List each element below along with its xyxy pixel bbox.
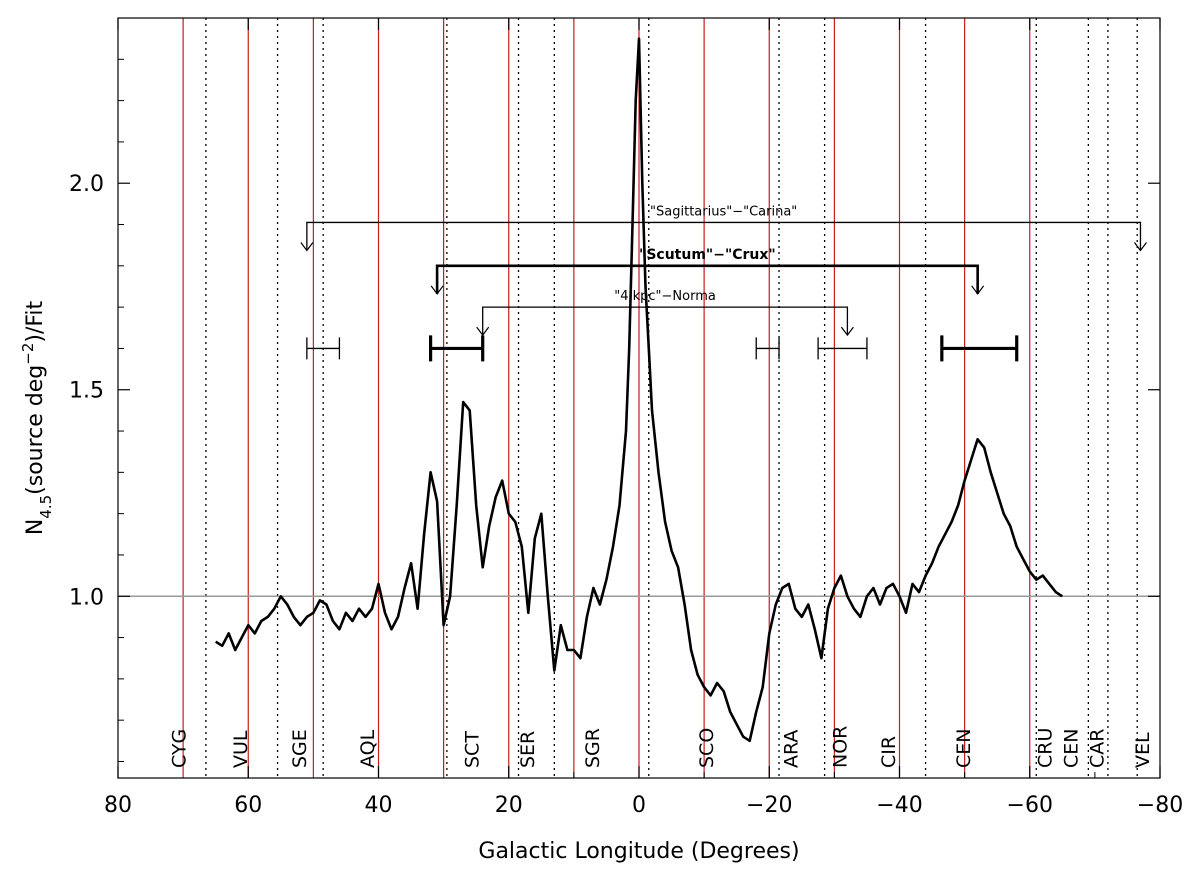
constellation-label: CEN <box>953 729 975 768</box>
x-tick-label: 0 <box>632 793 646 818</box>
x-tick-label: −20 <box>746 793 792 818</box>
axes: 80 60 40 20 0 −20 −40 −60 −80 1.0 1.5 2.0 <box>69 18 1183 818</box>
constellation-label: SCO <box>696 728 718 768</box>
arm-tangent-annotations: "Sagittarius"−"Carina" "Scutum"−"Crux" "4 … <box>300 204 1147 337</box>
constellation-label: NOR <box>829 726 851 768</box>
arm-tangent-label: "Scutum"−"Crux" <box>639 247 776 263</box>
constellation-label: CIR <box>878 736 900 768</box>
constellation-label: SGR <box>582 728 604 768</box>
x-axis-title: Galactic Longitude (Degrees) <box>478 839 799 864</box>
y-axis-title: N4.5(source deg−2)/Fit <box>19 300 55 535</box>
tangent-error-bars <box>306 335 1019 362</box>
x-tick-label: 40 <box>365 793 393 818</box>
x-tick-label: −40 <box>876 793 922 818</box>
arm-tangent-arrow <box>430 285 444 295</box>
constellation-label: SGE <box>289 729 311 768</box>
error-bar <box>755 337 780 360</box>
x-tick-label: 20 <box>495 793 523 818</box>
constellation-label: SCT <box>461 731 483 768</box>
y-tick-label: 1.5 <box>69 379 104 404</box>
constellation-label: AQL <box>357 729 379 768</box>
error-bar <box>429 335 485 362</box>
data-series-line <box>215 37 1064 743</box>
error-bar <box>940 335 1019 362</box>
constellation-label: SER <box>517 731 539 768</box>
arm-tangent-label: "Sagittarius"−"Carina" <box>650 204 797 219</box>
constellation-label: CAR <box>1087 729 1109 768</box>
error-bar <box>306 337 341 360</box>
constellation-labels: CYG VUL SGE AQL SCT SER SGR SCO ARA NOR CIR CEN CRU C… <box>168 726 1154 768</box>
x-tick-label: 80 <box>104 793 132 818</box>
vertical-guide-lines <box>182 18 1138 778</box>
arm-tangent-arrow <box>476 326 490 337</box>
y-axis-title-sup: −2 <box>19 343 37 365</box>
arm-tangent-label: "4 kpc"−Norma <box>614 289 716 304</box>
constellation-label: CRU <box>1035 728 1057 768</box>
arm-tangent-arrow <box>840 326 854 337</box>
y-axis-title-open: (source deg <box>23 365 48 495</box>
constellation-label: CEN <box>1061 729 1083 768</box>
x-tick-label: −60 <box>1007 793 1053 818</box>
constellation-label: VEL <box>1132 732 1154 768</box>
arm-tangent-arrow <box>971 285 985 295</box>
error-bar <box>817 337 868 360</box>
arm-tangent-bracket <box>306 221 1142 251</box>
arm-tangent-bracket <box>482 306 849 336</box>
y-axis-title-sub: 4.5 <box>37 495 55 519</box>
y-tick-label: 1.0 <box>69 585 104 610</box>
arm-tangent-arrow <box>1133 242 1147 252</box>
constellation-label: ARA <box>781 730 803 768</box>
arm-tangent-arrow <box>300 242 314 252</box>
constellation-label: CYG <box>168 729 190 768</box>
x-tick-label: −80 <box>1137 793 1183 818</box>
x-tick-label: 60 <box>234 793 262 818</box>
constellation-label: VUL <box>230 730 252 768</box>
y-tick-label: 2.0 <box>69 172 104 197</box>
y-axis-title-close: )/Fit <box>23 300 48 342</box>
arm-tangent-bracket <box>435 264 979 294</box>
y-axis-title-main: N <box>23 519 48 535</box>
